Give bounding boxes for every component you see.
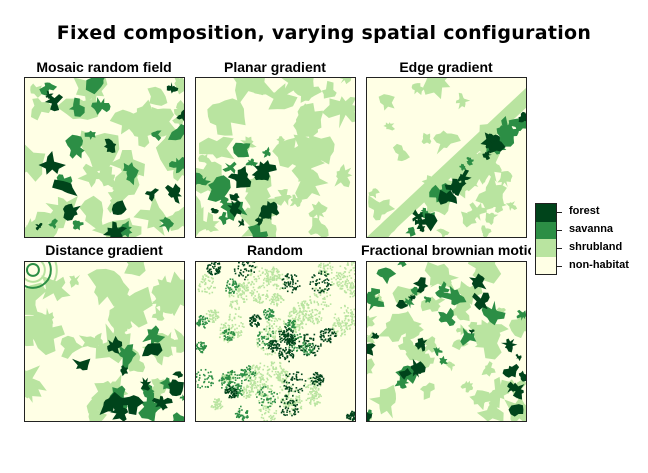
legend-tick	[557, 212, 562, 213]
map-panel-mosaic	[24, 77, 185, 238]
panel-title-distance: Distance gradient	[45, 242, 163, 258]
map-panel-edge	[366, 77, 527, 238]
legend-swatch-shrubland	[536, 239, 556, 257]
legend-label-shrubland: shrubland	[569, 241, 623, 253]
chart-title: Fixed composition, varying spatial confi…	[56, 22, 592, 44]
legend-swatch-forest	[536, 204, 556, 222]
map-panel-distance	[24, 261, 185, 422]
panel-title-edge: Edge gradient	[399, 59, 493, 75]
map-panel-planar	[195, 77, 356, 238]
legend-label-savanna: savanna	[569, 223, 614, 235]
legend-label-forest: forest	[569, 205, 600, 217]
panel-title-fbm: Fractional brownian motion	[361, 242, 531, 258]
legend-tick	[557, 230, 562, 231]
legend-swatch-non-habitat	[536, 256, 556, 274]
panel-title-planar: Planar gradient	[224, 59, 326, 75]
map-panel-random	[195, 261, 356, 422]
legend-swatch-savanna	[536, 221, 556, 239]
legend-tick	[557, 248, 562, 249]
legend-colorbar	[535, 203, 557, 275]
map-panel-fbm	[366, 261, 527, 422]
legend-label-non-habitat: non-habitat	[569, 259, 629, 271]
legend-tick	[557, 266, 562, 267]
panel-title-mosaic: Mosaic random field	[36, 59, 172, 75]
panel-title-random: Random	[247, 242, 303, 258]
